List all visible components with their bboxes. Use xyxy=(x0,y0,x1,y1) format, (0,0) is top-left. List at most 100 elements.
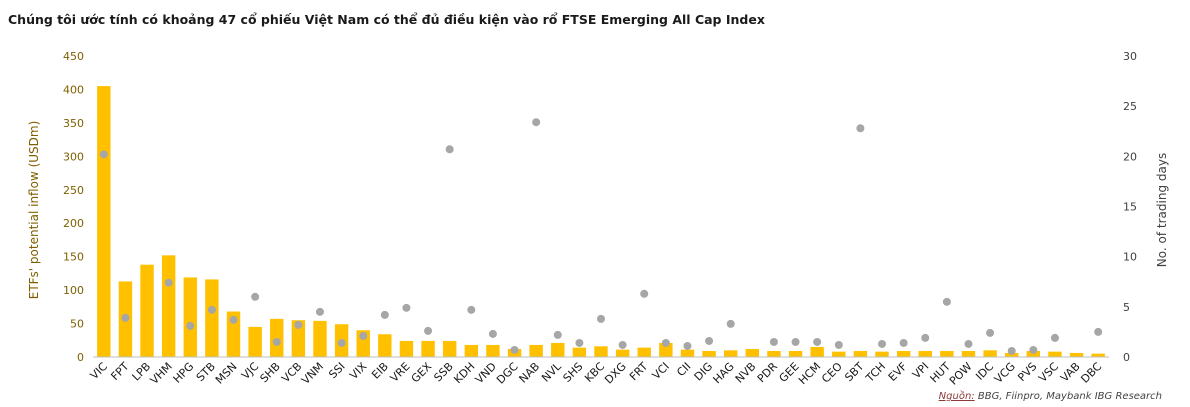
dot-vci xyxy=(661,338,670,347)
dot-sbt xyxy=(856,124,865,133)
x-tick-label: DXG xyxy=(602,360,629,387)
y-tick-label: 400 xyxy=(63,83,84,96)
x-tick-label: IDC xyxy=(973,360,996,383)
chart-title: Chúng tôi ước tính có khoảng 47 cổ phiếu… xyxy=(8,12,765,27)
y-tick-label: 50 xyxy=(70,318,84,331)
dot-vix xyxy=(359,331,368,340)
bar-pdr xyxy=(767,350,781,357)
y2-tick-label: 30 xyxy=(1123,50,1137,63)
x-tick-label: KBC xyxy=(582,360,607,385)
x-tick-label: VHM xyxy=(148,360,175,387)
bar-eib xyxy=(378,334,392,357)
dot-vjc xyxy=(251,292,260,301)
dot-vic xyxy=(99,150,108,159)
dot-shs xyxy=(575,338,584,347)
dot-vpi xyxy=(921,333,930,342)
dot-nab xyxy=(532,118,541,127)
x-tick-label: GEX xyxy=(409,360,435,386)
dot-dig xyxy=(705,336,714,345)
bar-hpg xyxy=(183,277,197,357)
bar-shb xyxy=(270,318,284,357)
x-tick-label: VND xyxy=(473,360,499,386)
bar-vci xyxy=(659,342,673,357)
dot-idc xyxy=(986,328,995,337)
dot-eib xyxy=(380,310,389,319)
dot-vcg xyxy=(1007,346,1016,355)
x-tick-label: FPT xyxy=(108,360,131,383)
x-tick-label: CII xyxy=(674,360,693,379)
bar-hut xyxy=(940,350,954,357)
x-tick-label: FRT xyxy=(627,360,650,383)
bar-lpb xyxy=(140,264,154,357)
bar-vcb xyxy=(291,320,306,357)
y2-tick-label: 5 xyxy=(1123,301,1130,314)
source-note: Nguồn: BBG, Fiinpro, Maybank IBG Researc… xyxy=(939,391,1162,402)
y-tick-label: 450 xyxy=(63,50,84,63)
dot-vcb xyxy=(294,320,303,329)
dot-nvl xyxy=(553,330,562,339)
bar-shs xyxy=(572,347,587,357)
bar-vnm xyxy=(313,320,327,357)
x-tick-label: VNM xyxy=(299,360,326,387)
dot-dgc xyxy=(510,345,519,354)
x-tick-label: SSI xyxy=(326,360,347,381)
bar-vre xyxy=(399,340,414,357)
bar-pow xyxy=(961,350,976,357)
x-tick-label: NVB xyxy=(733,360,759,386)
x-tick-label: SHB xyxy=(258,360,283,385)
bar-kbc xyxy=(594,346,608,357)
bar-gee xyxy=(788,350,803,357)
dot-hpg xyxy=(186,321,195,330)
bar-sbt xyxy=(853,350,868,357)
bar-hcm xyxy=(810,346,824,357)
dot-tch xyxy=(878,339,887,348)
bar-dbc xyxy=(1091,353,1105,357)
x-tick-label: VSC xyxy=(1036,360,1061,385)
dot-vnm xyxy=(315,307,324,316)
x-tick-label: STB xyxy=(194,360,218,384)
bar-vcg xyxy=(1005,352,1019,357)
y2-tick-label: 20 xyxy=(1123,150,1137,163)
dot-hcm xyxy=(813,337,822,346)
bar-idc xyxy=(983,350,997,357)
x-tick-label: NAB xyxy=(517,360,543,386)
bar-vjc xyxy=(248,326,262,357)
dot-pow xyxy=(964,339,973,348)
x-tick-label: PVS xyxy=(1015,360,1039,384)
bar-vpi xyxy=(918,350,932,357)
bar-vab xyxy=(1069,352,1084,357)
x-tick-label: VAB xyxy=(1058,360,1083,385)
bar-vnd xyxy=(486,344,500,357)
y-tick-label: 350 xyxy=(63,117,84,130)
dot-msn xyxy=(229,315,238,324)
x-tick-label: VIC xyxy=(88,360,110,382)
x-tick-label: EIB xyxy=(369,360,391,382)
x-tick-label: EVF xyxy=(886,360,910,384)
dot-hut xyxy=(942,297,951,306)
bar-nvb xyxy=(745,348,760,357)
bar-kdh xyxy=(464,344,478,357)
x-tick-label: SBT xyxy=(842,360,866,384)
bar-ssb xyxy=(442,340,457,357)
dot-cii xyxy=(683,341,692,350)
dot-vnd xyxy=(488,329,497,338)
dot-gex xyxy=(424,326,433,335)
x-tick-label: VCG xyxy=(992,360,1018,386)
y-tick-label: 200 xyxy=(63,217,84,230)
dot-frt xyxy=(640,289,649,298)
dot-pdr xyxy=(769,337,778,346)
bar-dxg xyxy=(615,349,630,357)
bar-tch xyxy=(875,351,889,357)
x-tick-label: HAG xyxy=(711,360,737,386)
dot-vhm xyxy=(164,278,173,287)
x-tick-label: TCH xyxy=(863,360,888,385)
x-tick-label: DGC xyxy=(494,360,521,387)
dot-ceo xyxy=(834,340,843,349)
bar-vhm xyxy=(161,255,176,357)
bar-stb xyxy=(205,279,219,357)
x-tick-label: NVL xyxy=(539,359,564,384)
bar-nab xyxy=(529,344,543,357)
x-tick-label: DIG xyxy=(692,360,716,384)
y2-tick-label: 15 xyxy=(1123,201,1137,214)
